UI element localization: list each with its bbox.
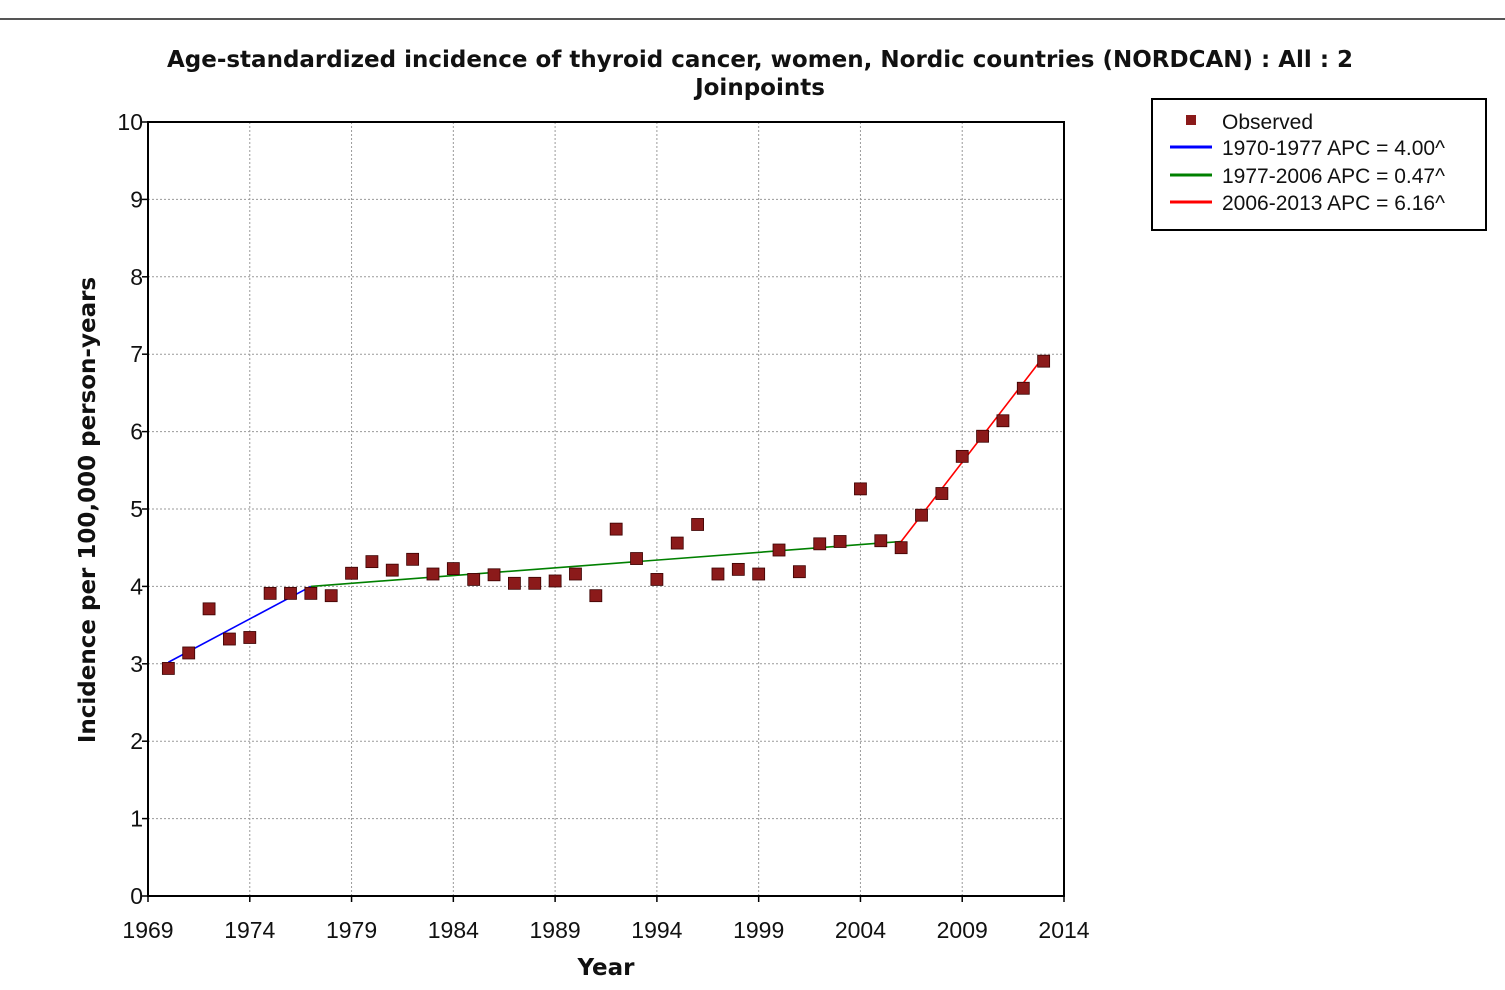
- x-tick-label: 1999: [733, 917, 784, 943]
- observed-point: [284, 586, 297, 600]
- observed-point: [1037, 354, 1051, 368]
- y-tick-label: 5: [130, 496, 143, 522]
- plot-area-frame: [147, 121, 1065, 897]
- observed-point: [772, 543, 786, 557]
- legend-observed-marker: [1186, 115, 1196, 125]
- observed-point: [792, 565, 806, 579]
- observed-point: [691, 518, 704, 531]
- y-axis-label: Incidence per 100,000 person-years: [75, 277, 101, 743]
- y-tick-label: 6: [130, 419, 143, 445]
- observed-point: [263, 586, 277, 600]
- observed-point: [670, 536, 684, 550]
- y-tick-label: 7: [130, 341, 143, 367]
- observed-point: [650, 573, 664, 586]
- observed-point: [528, 576, 542, 590]
- y-tick-label: 3: [130, 651, 143, 677]
- observed-point: [833, 535, 847, 548]
- observed-point: [467, 573, 481, 586]
- legend-series-1-label: 1970-1977 APC = 4.00^: [1222, 137, 1445, 160]
- y-tick-label: 1: [130, 806, 143, 832]
- x-tick-label: 1994: [631, 917, 682, 943]
- axis-ticks: 1969 1974 1979 1984 1989 1994 1999 2004 2009 2014…: [117, 109, 1089, 943]
- x-tick-label: 1984: [428, 917, 479, 943]
- x-tick-label: 1989: [530, 917, 581, 943]
- observed-point: [406, 552, 420, 566]
- legend-series-2-label: 1977-2006 APC = 0.47^: [1222, 165, 1445, 188]
- legend-observed-label: Observed: [1222, 111, 1313, 134]
- observed-point: [223, 632, 236, 646]
- x-tick-label: 1979: [326, 917, 377, 943]
- observed-point: [752, 567, 766, 581]
- x-tick-label: 1969: [122, 917, 173, 943]
- observed-point: [446, 562, 460, 575]
- chart-title-line1: Age-standardized incidence of thyroid ca…: [167, 47, 1353, 73]
- legend-series-3-label: 2006-2013 APC = 6.16^: [1222, 192, 1445, 215]
- x-tick-label: 1974: [224, 917, 275, 943]
- x-tick-label: 2004: [835, 917, 886, 943]
- y-tick-label: 2: [130, 728, 143, 754]
- observed-point: [161, 662, 175, 675]
- y-tick-label: 8: [130, 264, 143, 290]
- legend-frame: [1151, 98, 1487, 231]
- observed-point: [609, 522, 623, 536]
- observed-point: [385, 563, 399, 577]
- y-tick-label: 10: [117, 109, 143, 135]
- observed-point: [548, 574, 562, 588]
- observed-point: [976, 429, 989, 443]
- observed-point: [304, 586, 318, 600]
- y-tick-label: 0: [130, 883, 143, 909]
- x-tick-label: 2014: [1038, 917, 1089, 943]
- observed-point: [365, 555, 379, 569]
- trend-line-2: [310, 540, 902, 588]
- observed-point: [426, 567, 440, 581]
- observed-point: [202, 602, 216, 616]
- observed-point: [507, 576, 521, 590]
- x-tick-label: 2009: [937, 917, 988, 943]
- observed-point: [915, 508, 928, 522]
- observed-point: [182, 646, 196, 660]
- legend: Observed 1970-1977 APC = 4.00^ 1977-2006…: [1151, 98, 1487, 231]
- y-tick-label: 4: [130, 573, 143, 599]
- observed-point: [935, 487, 949, 500]
- observed-point: [894, 541, 908, 555]
- observed-point: [630, 552, 643, 565]
- observed-point: [487, 568, 501, 582]
- observed-point: [243, 631, 257, 644]
- observed-point: [813, 537, 827, 551]
- observed-point: [955, 449, 969, 463]
- grid: [148, 122, 1064, 896]
- observed-point: [874, 534, 888, 548]
- observed-point: [1016, 381, 1030, 395]
- y-tick-label: 9: [130, 186, 143, 212]
- observed-point: [324, 589, 338, 603]
- observed-point: [569, 567, 582, 581]
- observed-points: [161, 354, 1051, 675]
- observed-point: [589, 589, 603, 603]
- observed-point: [854, 482, 867, 496]
- chart-title-line2: Joinpoints: [693, 75, 825, 101]
- x-axis-label: Year: [576, 955, 635, 981]
- observed-point: [731, 562, 745, 576]
- observed-point: [345, 566, 358, 580]
- observed-point: [996, 414, 1010, 428]
- observed-point: [711, 567, 725, 581]
